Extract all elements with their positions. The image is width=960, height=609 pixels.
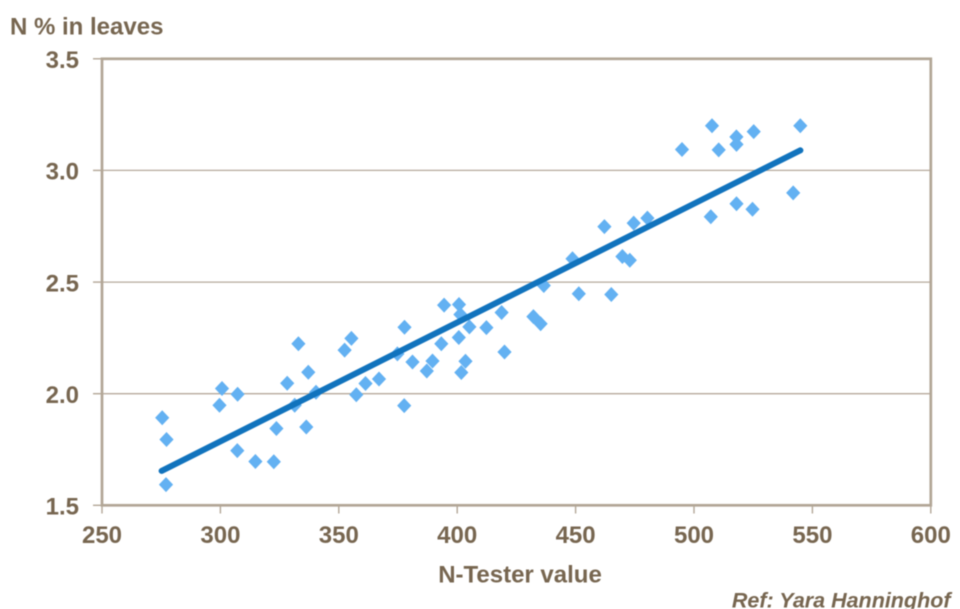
svg-text:N % in leaves: N % in leaves <box>10 14 163 41</box>
svg-text:3.0: 3.0 <box>46 159 79 186</box>
svg-text:500: 500 <box>674 522 714 549</box>
svg-text:N-Tester value: N-Tester value <box>438 562 602 589</box>
svg-text:400: 400 <box>437 522 477 549</box>
svg-text:2.0: 2.0 <box>46 382 79 409</box>
svg-text:450: 450 <box>556 522 596 549</box>
svg-text:250: 250 <box>82 522 122 549</box>
svg-text:300: 300 <box>200 522 240 549</box>
svg-text:1.5: 1.5 <box>46 494 79 521</box>
svg-text:2.5: 2.5 <box>46 270 79 297</box>
svg-text:550: 550 <box>792 522 832 549</box>
svg-text:350: 350 <box>319 522 359 549</box>
svg-text:Ref: Yara Hanninghof: Ref: Yara Hanninghof <box>732 588 952 609</box>
svg-text:600: 600 <box>911 522 951 549</box>
svg-text:3.5: 3.5 <box>46 47 79 74</box>
